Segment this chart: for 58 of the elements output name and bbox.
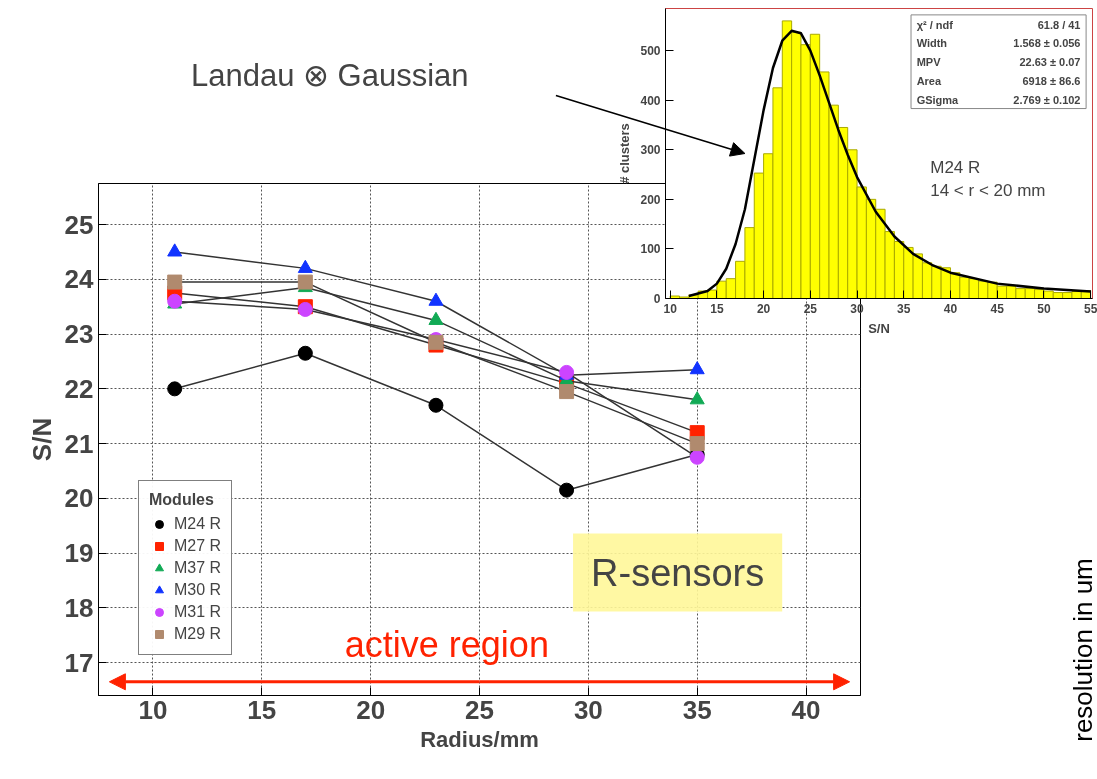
x-tick-label: 15: [247, 694, 277, 725]
annotation: 1.568 ± 0.056: [1013, 37, 1081, 50]
legend-label: M27 R: [174, 537, 222, 555]
x-tick-label: 25: [803, 301, 818, 316]
annotation: χ² / ndf: [916, 18, 954, 31]
legend-label: M24 R: [174, 515, 222, 533]
y-tick-label: 200: [640, 192, 661, 207]
x-tick-label: 40: [943, 301, 958, 316]
y-tick-label: 300: [640, 143, 661, 158]
text: Landau ⊗ Gaussian: [190, 57, 469, 93]
annotation: 22.63 ± 0.07: [1019, 56, 1081, 69]
x-tick-label: 10: [138, 694, 168, 725]
annotation: 2.769 ± 0.102: [1013, 93, 1081, 106]
x-tick-label: 50: [1037, 301, 1051, 316]
legend-label: M31 R: [174, 603, 222, 621]
y-tick-label: 18: [64, 592, 94, 623]
text: resolution in um: [1067, 558, 1097, 742]
x-tick-label: 25: [465, 694, 494, 725]
annotation: 14 < r < 20 mm: [930, 180, 1046, 200]
y-tick-label: 21: [64, 428, 94, 459]
x-axis-title: S/N: [868, 320, 890, 336]
y-tick-label: 19: [64, 538, 94, 569]
y-tick-label: 20: [64, 483, 94, 514]
y-tick-label: 17: [64, 647, 94, 678]
y-axis-title: # clusters: [617, 123, 633, 184]
annotation: 6918 ± 86.6: [1022, 74, 1081, 87]
legend-label: M37 R: [174, 559, 222, 577]
y-tick-label: 24: [64, 264, 95, 295]
annotation: M24 R: [930, 157, 981, 177]
y-axis-title: S/N: [26, 417, 57, 462]
annotation: MPV: [916, 56, 942, 69]
x-tick-label: 10: [663, 301, 678, 316]
x-tick-label: 35: [897, 301, 911, 316]
y-tick-label: 0: [653, 292, 661, 306]
annotation: active region: [344, 624, 549, 666]
x-tick-label: 35: [682, 694, 712, 725]
y-tick-label: 23: [64, 319, 94, 350]
x-tick-label: 30: [573, 694, 603, 725]
x-tick-label: 20: [756, 301, 771, 316]
x-tick-label: 40: [791, 694, 821, 725]
annotation: GSigma: [916, 93, 960, 106]
x-tick-label: 20: [356, 694, 386, 725]
legend-label: M29 R: [174, 625, 222, 643]
annotation: 61.8 / 41: [1037, 18, 1081, 31]
y-tick-label: 25: [64, 209, 94, 240]
legend-label: M30 R: [174, 581, 222, 599]
y-tick-label: 22: [64, 373, 94, 404]
y-tick-label: 100: [640, 242, 661, 257]
y-tick-label: 400: [640, 93, 661, 108]
annotation: R-sensors: [591, 551, 765, 594]
annotation: Area: [916, 74, 942, 87]
legend-title: Modules: [149, 491, 215, 509]
y-tick-label: 500: [640, 44, 661, 59]
x-axis-title: Radius/mm: [420, 726, 539, 752]
x-tick-label: 15: [710, 301, 724, 316]
x-tick-label: 55: [1083, 301, 1097, 316]
annotation: Width: [916, 37, 948, 50]
x-tick-label: 45: [990, 301, 1005, 316]
